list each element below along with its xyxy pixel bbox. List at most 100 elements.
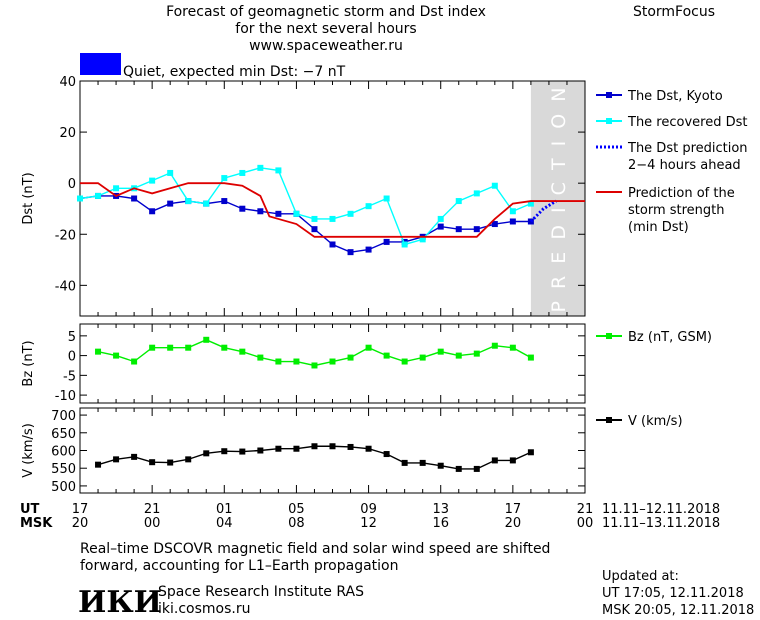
ut-axis-label: UT (20, 502, 40, 517)
legend: The Dst, Kyoto The recovered Dst The Dst… (596, 89, 748, 429)
series-dst-0-point (455, 226, 462, 233)
series-bz-0-point (167, 344, 174, 351)
legend-recovered-marker (606, 118, 612, 124)
series-bz-0-point (239, 348, 246, 355)
series-v-0-point (491, 457, 498, 464)
series-dst-1-point (275, 167, 282, 174)
series-v-0-point (419, 459, 426, 466)
time-axis: UT MSK 11.11–12.11.2018 11.11–13.11.2018 (20, 502, 720, 531)
series-dst-3-line (80, 182, 585, 238)
series-dst-1-point (437, 215, 444, 222)
msk-axis-label: MSK (20, 516, 53, 531)
v-ytick-label: 600 (51, 445, 76, 460)
series-dst-1-point (473, 190, 480, 197)
series-dst-0-point (473, 226, 480, 233)
dst-ytick-label: 40 (59, 75, 76, 90)
series-v-0-point (527, 449, 534, 456)
series-dst-0-point (149, 208, 156, 215)
series-bz-0-point (491, 342, 498, 349)
ut-tick-label: 05 (288, 502, 305, 517)
updated-msk: MSK 20:05, 12.11.2018 (602, 603, 754, 618)
series-bz-0-point (437, 348, 444, 355)
dst-ytick-label: 20 (59, 126, 76, 141)
updated-ut: UT 17:05, 12.11.2018 (602, 586, 744, 601)
series-v-0-point (167, 459, 174, 466)
bz-y-axis-label: Bz (nT) (21, 340, 36, 386)
ut-tick-label: 09 (360, 502, 377, 517)
series-dst-0-point (131, 195, 138, 202)
v-ytick-label: 500 (51, 480, 76, 495)
series-dst-1-point (221, 175, 228, 182)
series-dst-1-point (113, 185, 120, 192)
series-dst-1-point (95, 192, 102, 199)
bz-ytick-label: -5 (63, 369, 76, 384)
series-bz-0-point (113, 352, 120, 359)
series-dst-1-point (257, 164, 264, 171)
bz-ytick-label: -10 (55, 389, 76, 404)
series-v-0-point (311, 443, 318, 450)
title-line-3[interactable]: www.spaceweather.ru (249, 38, 403, 54)
series-bz-0-point (383, 352, 390, 359)
series-dst-1-point (149, 177, 156, 184)
series-bz-0-point (455, 352, 462, 359)
ut-tick-label: 17 (72, 502, 89, 517)
institute-name: Space Research Institute RAS (158, 584, 364, 600)
series-dst-0-point (167, 200, 174, 207)
series-dst-0-point (257, 208, 264, 215)
v-ytick-label: 700 (51, 409, 76, 424)
series-dst-0-point (329, 241, 336, 248)
series-bz-0-point (419, 354, 426, 361)
series-v-0-point (149, 459, 156, 466)
msk-tick-label: 08 (288, 516, 305, 531)
series-v-0-point (275, 445, 282, 452)
legend-kyoto-label: The Dst, Kyoto (627, 89, 723, 104)
series-dst-0-point (491, 221, 498, 228)
series-bz-0-point (95, 348, 102, 355)
series-v-0-point (455, 465, 462, 472)
ut-date-range: 11.11–12.11.2018 (602, 502, 720, 517)
iki-logo: ИКИ (78, 585, 162, 620)
series-bz-0-point (275, 358, 282, 365)
legend-storm-label-line-1: Prediction of the (628, 186, 735, 201)
series-bz-0-point (401, 358, 408, 365)
series-dst-2-line (529, 199, 557, 223)
series-v-0-point (131, 453, 138, 460)
dst-panel: P R E D I C T I O N Dst (nT) (21, 80, 586, 317)
status-swatch (80, 53, 121, 75)
series-bz-0-point (329, 358, 336, 365)
msk-tick-label: 20 (505, 516, 522, 531)
dst-ytick-label: 0 (68, 177, 76, 192)
series-v-0-point (239, 448, 246, 455)
v-ytick-label: 550 (51, 462, 76, 477)
institute-website[interactable]: iki.cosmos.ru (158, 601, 250, 617)
series-dst-0-point (365, 246, 372, 253)
msk-tick-label: 00 (144, 516, 161, 531)
v-y-axis-label: V (km/s) (21, 423, 36, 478)
series-v-0-point (203, 450, 210, 457)
series-v-0-point (347, 443, 354, 450)
status-text: Quiet, expected min Dst: −7 nT (123, 64, 346, 80)
dst-ytick-label: -40 (55, 279, 76, 294)
series-bz-0-point (527, 354, 534, 361)
series-dst-1-point (203, 200, 210, 207)
series-bz-0-point (365, 344, 372, 351)
prediction-band (530, 81, 585, 316)
series-v-0-point (401, 459, 408, 466)
msk-tick-label: 20 (72, 516, 89, 531)
series-dst-1-point (311, 215, 318, 222)
title-line-1: Forecast of geomagnetic storm and Dst in… (166, 4, 486, 20)
series-dst-0-point (437, 223, 444, 230)
series-dst-0-point (275, 210, 282, 217)
series-v-0-point (293, 445, 300, 452)
series-v-0-point (185, 456, 192, 463)
updated-label: Updated at: (602, 569, 679, 584)
legend-storm-label-line-2: storm strength (628, 203, 725, 218)
series-dst-0-point (509, 218, 516, 225)
series-dst-1-point (167, 169, 174, 176)
series-v-0-point (329, 443, 336, 450)
dst-y-axis-label: Dst (nT) (21, 172, 36, 224)
note-line-2: forward, accounting for L1–Earth propaga… (80, 558, 399, 574)
prediction-label: P R E D I C T I O N (548, 85, 570, 313)
series-dst-0-point (347, 249, 354, 256)
